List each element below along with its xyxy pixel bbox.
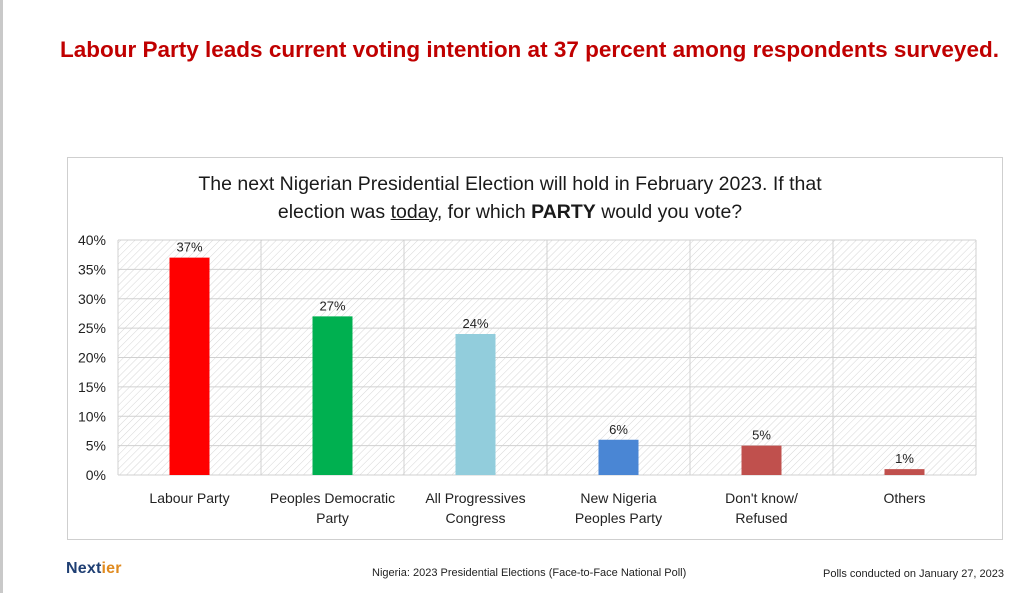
- data-label: 1%: [895, 451, 914, 466]
- chart-title-bold: PARTY: [531, 201, 596, 223]
- bar-chart: 0% 5% 10% 15% 20% 25% 30% 35% 40% 37% Labour Party…: [78, 232, 977, 526]
- y-tick-label: 25%: [78, 320, 106, 336]
- category-label: Congress: [446, 510, 506, 526]
- y-tick-label: 10%: [78, 408, 106, 424]
- bar: [884, 469, 925, 475]
- chart-title-mid: , for which: [436, 201, 532, 223]
- category-label: Peoples Party: [575, 510, 662, 526]
- category-label: Peoples Democratic: [270, 490, 395, 506]
- bar: [312, 316, 353, 475]
- bar: [169, 257, 210, 475]
- category-label: All Progressives: [425, 490, 525, 506]
- category-label: New Nigeria: [580, 490, 656, 506]
- category-label: Others: [883, 490, 925, 506]
- y-tick-label: 5%: [86, 438, 106, 454]
- y-tick-label: 40%: [78, 232, 106, 248]
- footer-source: Nigeria: 2023 Presidential Elections (Fa…: [372, 567, 687, 579]
- headline: Labour Party leads current voting intent…: [60, 37, 999, 62]
- category-label: Refused: [735, 510, 787, 526]
- y-tick-label: 30%: [78, 291, 106, 307]
- bar: [455, 334, 496, 475]
- y-tick-label: 0%: [86, 467, 106, 483]
- category-label: Party: [316, 510, 349, 526]
- bar: [741, 445, 782, 475]
- data-label: 27%: [319, 298, 345, 313]
- left-edge-bar: [0, 0, 3, 593]
- footer-date: Polls conducted on January 27, 2023: [823, 568, 1005, 580]
- y-tick-label: 15%: [78, 379, 106, 395]
- bar: [598, 439, 639, 475]
- chart-title-line1: The next Nigerian Presidential Election …: [198, 173, 822, 195]
- category-label: Don't know/: [725, 490, 798, 506]
- category-label: Labour Party: [149, 490, 229, 506]
- y-tick-label: 35%: [78, 261, 106, 277]
- data-label: 6%: [609, 422, 628, 437]
- chart-title: The next Nigerian Presidential Election …: [60, 170, 960, 226]
- chart-title-underlined: today: [390, 201, 437, 223]
- chart-title-pre: election was: [277, 201, 391, 223]
- chart-title-post: would you vote?: [595, 201, 743, 223]
- nextier-logo: Nextier: [66, 560, 122, 577]
- data-label: 37%: [176, 240, 202, 255]
- data-label: 5%: [752, 428, 771, 443]
- y-tick-label: 20%: [78, 350, 106, 366]
- data-label: 24%: [462, 316, 488, 331]
